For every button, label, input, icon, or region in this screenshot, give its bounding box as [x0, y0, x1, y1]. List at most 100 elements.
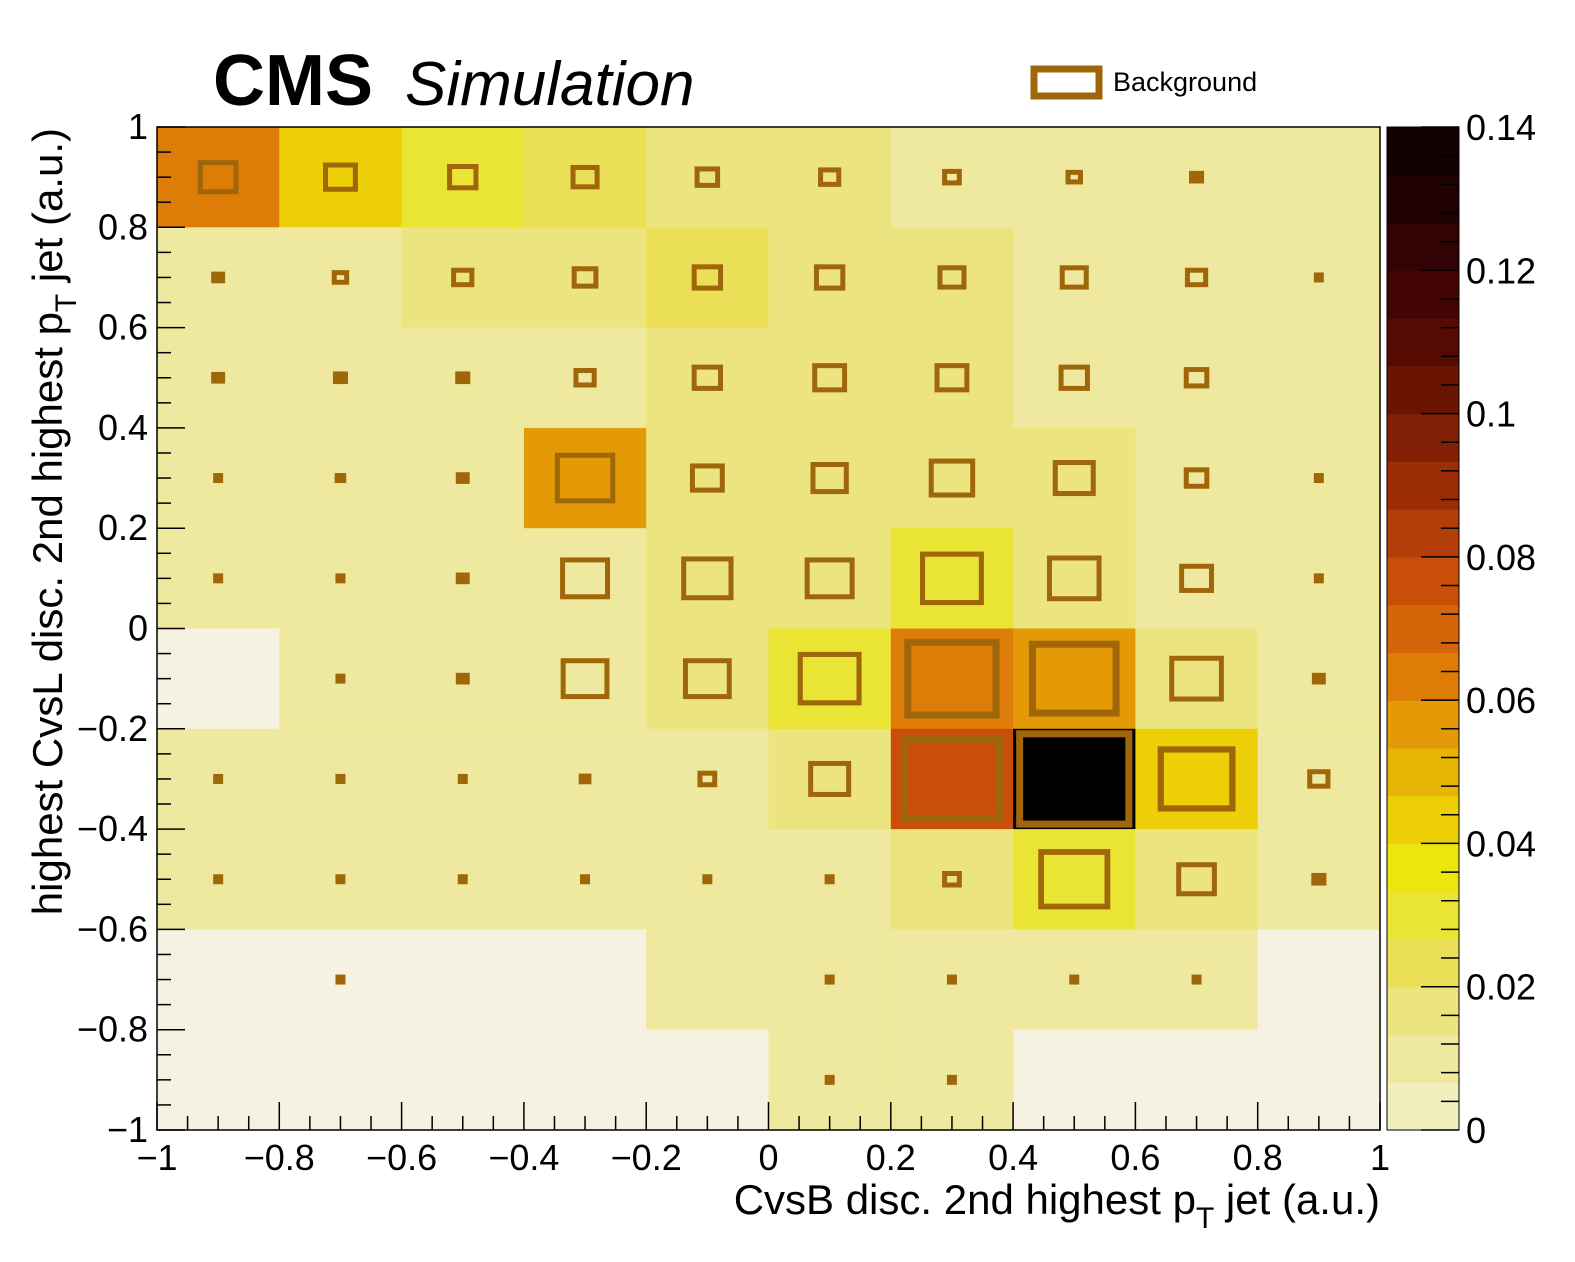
heatmap-cell	[890, 528, 1014, 630]
palette-segment	[1387, 843, 1459, 892]
heatmap-cell	[523, 127, 647, 228]
x-tick-label: 1	[1370, 1137, 1390, 1178]
background-box	[334, 473, 347, 484]
background-box	[937, 265, 967, 290]
palette-segment	[1387, 747, 1459, 797]
legend: Background	[1030, 65, 1257, 100]
x-tick-label: 0.2	[866, 1137, 916, 1178]
cms-experiment: CMS	[213, 41, 373, 121]
background-box	[808, 760, 852, 797]
palette-segment	[1387, 1082, 1459, 1131]
heatmap-cell	[401, 127, 525, 228]
background-box	[1065, 169, 1083, 185]
palette-segment	[1387, 174, 1459, 224]
background-box	[1313, 473, 1324, 484]
background-box	[455, 672, 470, 685]
color-palette	[1386, 126, 1460, 1131]
z-axis-ticks	[1421, 126, 1459, 1131]
background-box	[211, 271, 226, 284]
heatmap-cell	[523, 327, 647, 429]
heatmap-cell	[523, 628, 647, 730]
background-box	[813, 264, 846, 291]
background-box	[1184, 267, 1209, 288]
heatmap-cell	[523, 528, 647, 630]
heatmap-cell	[1135, 427, 1259, 529]
z-tick-label: 0.02	[1466, 967, 1536, 1008]
plot-frame	[156, 126, 1381, 1131]
background-box	[904, 638, 1000, 719]
palette-segment	[1387, 604, 1459, 653]
background-box	[1046, 555, 1102, 602]
palette-segment	[1387, 1034, 1459, 1083]
background-box	[1169, 655, 1224, 702]
heatmap-cell	[1013, 728, 1136, 830]
background-box	[697, 770, 718, 788]
background-box	[211, 371, 226, 384]
background-box	[812, 363, 848, 393]
heatmap-cell	[890, 829, 1014, 930]
background-box	[1058, 364, 1090, 391]
heatmap-cell	[1257, 929, 1381, 1031]
x-tick-label: −1	[136, 1137, 177, 1178]
x-tick-labels: −1 −0.8 −0.6 −0.4 −0.2 0 0.2 0.4 0.6 0.8 1	[136, 1137, 1390, 1178]
palette-segment	[1387, 318, 1459, 367]
background-box	[335, 773, 346, 784]
heatmap-cell	[523, 929, 647, 1031]
background-box	[447, 164, 479, 191]
background-box	[1052, 460, 1096, 497]
background-box	[942, 870, 962, 888]
background-box	[681, 556, 734, 601]
background-box	[335, 874, 346, 885]
palette-segment	[1387, 891, 1459, 940]
x-tick-label: 0.4	[988, 1137, 1038, 1178]
y-tick-label: 1	[128, 106, 148, 147]
z-tick-label: 0.1	[1466, 394, 1516, 435]
background-box	[942, 168, 962, 186]
heatmap-cell	[279, 227, 403, 329]
background-box	[1313, 573, 1324, 584]
background-box	[1157, 746, 1236, 812]
palette-segment	[1387, 700, 1459, 749]
heatmap-cell	[646, 929, 770, 1031]
heatmap-cell	[646, 227, 770, 329]
heatmap-cell	[1013, 427, 1136, 529]
axis-ticks	[156, 126, 1381, 1131]
background-box	[946, 974, 957, 985]
x-tick-label: 0.8	[1233, 1137, 1283, 1178]
background-box	[804, 557, 855, 600]
y-tick-label: 0.8	[98, 206, 148, 247]
z-tick-label: 0	[1466, 1110, 1486, 1151]
background-box	[457, 874, 468, 885]
background-box	[1059, 265, 1089, 290]
heatmap-cell	[1257, 127, 1381, 228]
heatmap-cell	[890, 728, 1014, 830]
background-box	[213, 773, 224, 784]
heatmap-cell	[646, 427, 770, 529]
background-box	[946, 1074, 957, 1085]
background-box	[682, 658, 732, 700]
background-box	[578, 773, 592, 785]
heatmap-cell	[1013, 1029, 1136, 1131]
background-box	[1188, 170, 1205, 184]
palette-segment	[1387, 556, 1459, 606]
heatmap-cell	[646, 628, 770, 730]
palette-segment	[1387, 652, 1459, 701]
background-box	[455, 472, 470, 484]
background-box	[1016, 730, 1133, 828]
background-box	[824, 974, 835, 985]
background-box	[323, 162, 358, 192]
heatmap-cell	[890, 127, 1014, 228]
background-box	[1183, 467, 1210, 489]
palette-segment	[1387, 413, 1459, 462]
background-box	[213, 874, 224, 885]
background-box	[934, 363, 970, 393]
heatmap-cell	[890, 327, 1014, 429]
heatmap-cell	[1135, 728, 1259, 830]
background-box	[1307, 769, 1331, 789]
cms-label: CMS	[213, 41, 373, 121]
background-box	[900, 736, 1004, 822]
heatmap-cell	[646, 327, 770, 429]
background-box	[1069, 974, 1080, 985]
heatmap-cell	[768, 227, 892, 329]
simulation-label: Simulation	[405, 50, 694, 119]
